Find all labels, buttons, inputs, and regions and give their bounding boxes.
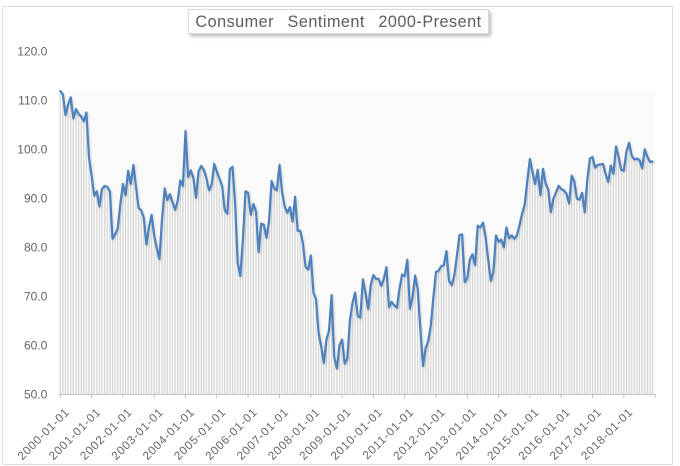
svg-text:120.0: 120.0 — [17, 45, 47, 59]
svg-text:70.0: 70.0 — [24, 289, 48, 303]
svg-text:90.0: 90.0 — [24, 192, 48, 206]
svg-text:50.0: 50.0 — [24, 387, 48, 401]
svg-text:100.0: 100.0 — [17, 143, 47, 157]
svg-text:60.0: 60.0 — [24, 338, 48, 352]
svg-text:110.0: 110.0 — [18, 94, 47, 108]
svg-text:80.0: 80.0 — [24, 241, 48, 255]
